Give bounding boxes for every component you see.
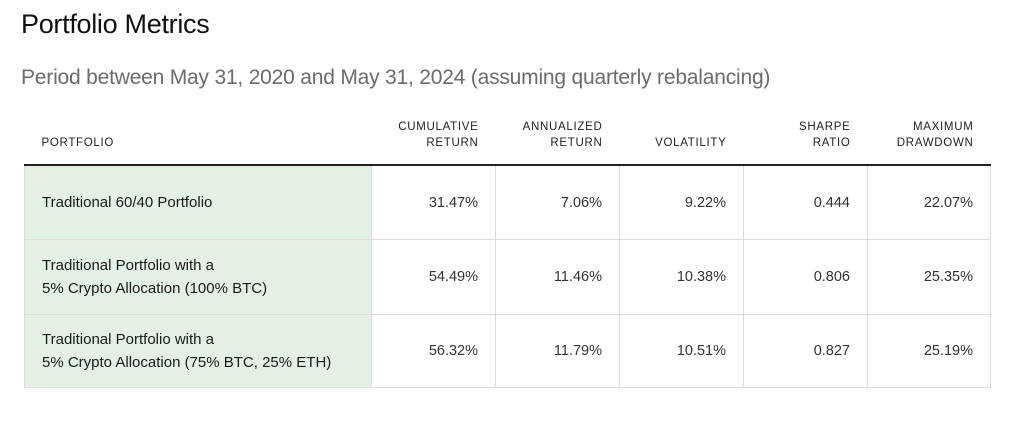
header-cumulative-return: CUMULATIVE RETURN (371, 108, 496, 166)
sharpe-ratio-cell: 0.806 (743, 239, 868, 315)
annualized-return-cell: 11.46% (495, 239, 620, 315)
cumulative-return-cell: 31.47% (371, 164, 496, 240)
page-title: Portfolio Metrics (21, 9, 210, 39)
maximum-drawdown-cell: 25.35% (867, 239, 991, 315)
header-maximum-drawdown-line-2: DRAWDOWN (896, 137, 974, 149)
portfolio-name-cell: Traditional Portfolio with a 5% Crypto A… (24, 314, 372, 388)
header-cumulative-return-line-2: RETURN (426, 137, 479, 149)
header-sharpe-ratio-line-2: RATIO (812, 137, 851, 149)
header-annualized-return: ANNUALIZED RETURN (495, 108, 620, 166)
header-maximum-drawdown-line-1: MAXIMUM (913, 121, 974, 133)
header-portfolio: PORTFOLIO (24, 108, 372, 166)
table-header-row: PORTFOLIO CUMULATIVE RETURN ANNUALIZED R… (24, 108, 991, 166)
portfolio-name-line-1: Traditional 60/40 Portfolio (42, 194, 213, 211)
portfolio-name-line-2: 5% Crypto Allocation (100% BTC) (42, 280, 268, 297)
portfolio-name-line-1: Traditional Portfolio with a (42, 331, 215, 348)
portfolio-metrics-table: PORTFOLIO CUMULATIVE RETURN ANNUALIZED R… (24, 108, 991, 388)
volatility-cell: 10.51% (619, 314, 744, 388)
maximum-drawdown-cell: 22.07% (867, 164, 991, 240)
portfolio-name-line-2: 5% Crypto Allocation (75% BTC, 25% ETH) (42, 354, 332, 371)
cumulative-return-cell: 54.49% (371, 239, 496, 315)
maximum-drawdown-cell: 25.19% (867, 314, 991, 388)
portfolio-name-cell: Traditional Portfolio with a 5% Crypto A… (24, 239, 372, 315)
cumulative-return-cell: 56.32% (371, 314, 496, 388)
portfolio-name-line-1: Traditional Portfolio with a (42, 257, 215, 274)
annualized-return-cell: 7.06% (495, 164, 620, 240)
header-sharpe-ratio: SHARPE RATIO (743, 108, 868, 166)
header-volatility-label: VOLATILITY (655, 137, 727, 149)
sharpe-ratio-cell: 0.827 (743, 314, 868, 388)
table-row: Traditional 60/40 Portfolio 31.47% 7.06%… (24, 164, 991, 240)
header-portfolio-label: PORTFOLIO (41, 137, 115, 149)
header-annualized-return-line-1: ANNUALIZED (522, 121, 603, 133)
portfolio-name-cell: Traditional 60/40 Portfolio (24, 164, 372, 240)
volatility-cell: 10.38% (619, 239, 744, 315)
header-annualized-return-line-2: RETURN (550, 137, 603, 149)
header-maximum-drawdown: MAXIMUM DRAWDOWN (867, 108, 991, 166)
annualized-return-cell: 11.79% (495, 314, 620, 388)
header-volatility: VOLATILITY (619, 108, 744, 166)
volatility-cell: 9.22% (619, 164, 744, 240)
sharpe-ratio-cell: 0.444 (743, 164, 868, 240)
header-sharpe-ratio-line-1: SHARPE (799, 121, 851, 133)
header-cumulative-return-line-1: CUMULATIVE (398, 121, 479, 133)
page-subtitle: Period between May 31, 2020 and May 31, … (21, 66, 771, 89)
table-row: Traditional Portfolio with a 5% Crypto A… (24, 314, 991, 388)
table-row: Traditional Portfolio with a 5% Crypto A… (24, 239, 991, 315)
